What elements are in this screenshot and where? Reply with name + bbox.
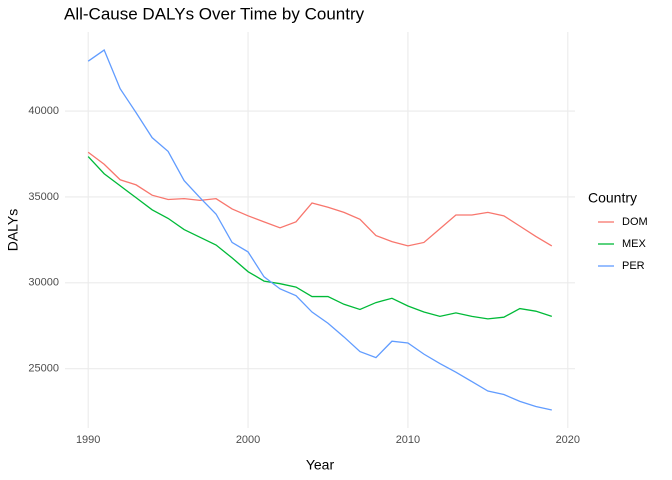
series-line	[87, 49, 552, 411]
y-axis-label: DALYs	[5, 209, 21, 252]
y-tick-label: 25000	[28, 363, 59, 375]
chart-title: All-Cause DALYs Over Time by Country	[64, 4, 365, 23]
series-line	[87, 156, 553, 320]
x-tick-label: 2020	[556, 434, 580, 446]
x-tick-label: 2000	[236, 434, 260, 446]
y-tick-label: 40000	[28, 105, 59, 117]
y-tick-label: 35000	[28, 191, 59, 203]
x-tick-label: 2010	[396, 434, 420, 446]
series-line	[87, 151, 553, 247]
legend-label: PER	[622, 260, 645, 272]
y-tick-label: 30000	[28, 277, 59, 289]
legend-label: MEX	[622, 238, 647, 250]
legend-label: DOM	[622, 216, 648, 228]
legend-title: Country	[588, 190, 637, 206]
x-tick-label: 1990	[76, 434, 100, 446]
x-axis-label: Year	[306, 457, 335, 473]
